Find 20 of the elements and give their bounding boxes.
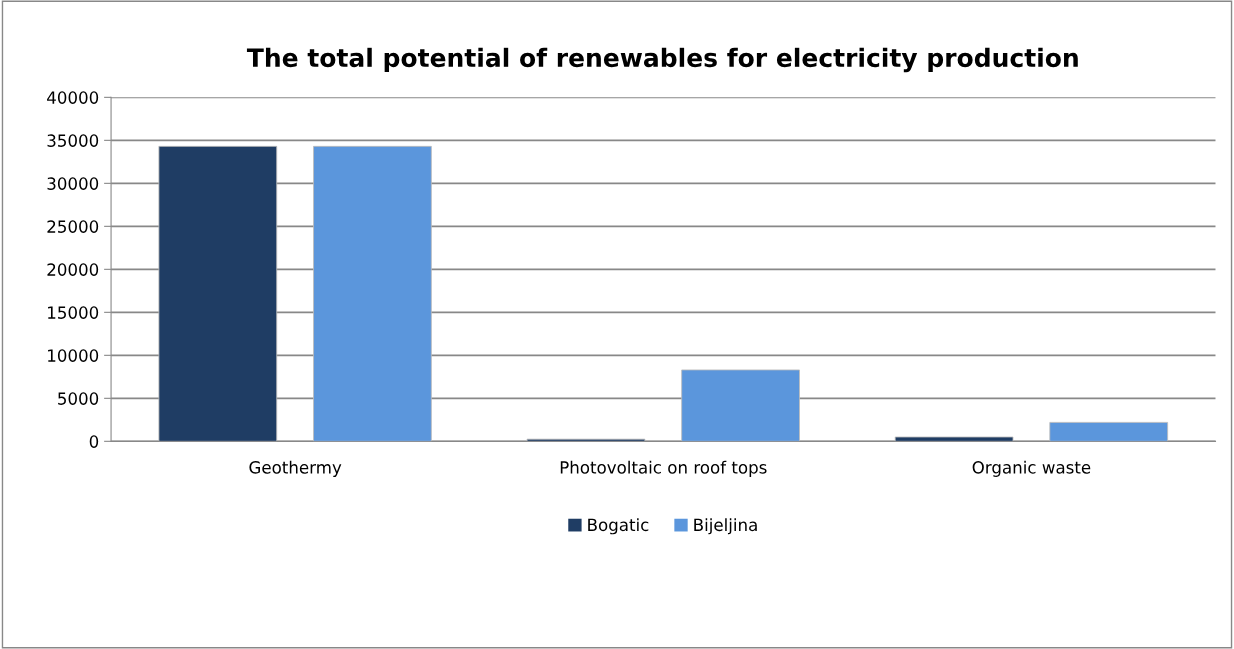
y-tick-label: 5000 xyxy=(58,392,99,405)
y-tick-label: 25000 xyxy=(47,220,99,233)
bar xyxy=(894,436,1014,442)
y-tick-label: 15000 xyxy=(48,306,99,319)
legend-label: Bogatic xyxy=(588,518,649,535)
bar xyxy=(1049,421,1169,442)
x-tick-label: Photovoltaic on roof tops xyxy=(560,460,767,477)
bar xyxy=(158,145,278,442)
y-tick-label: 10000 xyxy=(48,349,99,362)
chart-title: The total potential of renewables for electricity production xyxy=(246,47,1078,73)
y-tick-label: 35000 xyxy=(47,134,99,147)
bar xyxy=(313,145,432,442)
y-tick-label: 30000 xyxy=(47,177,99,190)
x-tick-label: Organic waste xyxy=(972,460,1091,477)
legend-label: Bijeljina xyxy=(694,518,757,535)
y-tick-label: 20000 xyxy=(47,263,99,276)
y-tick-label: 40000 xyxy=(47,91,99,104)
y-tick-label: 0 xyxy=(89,435,99,448)
bar xyxy=(681,369,800,442)
x-tick-label: Geothermy xyxy=(249,460,342,477)
